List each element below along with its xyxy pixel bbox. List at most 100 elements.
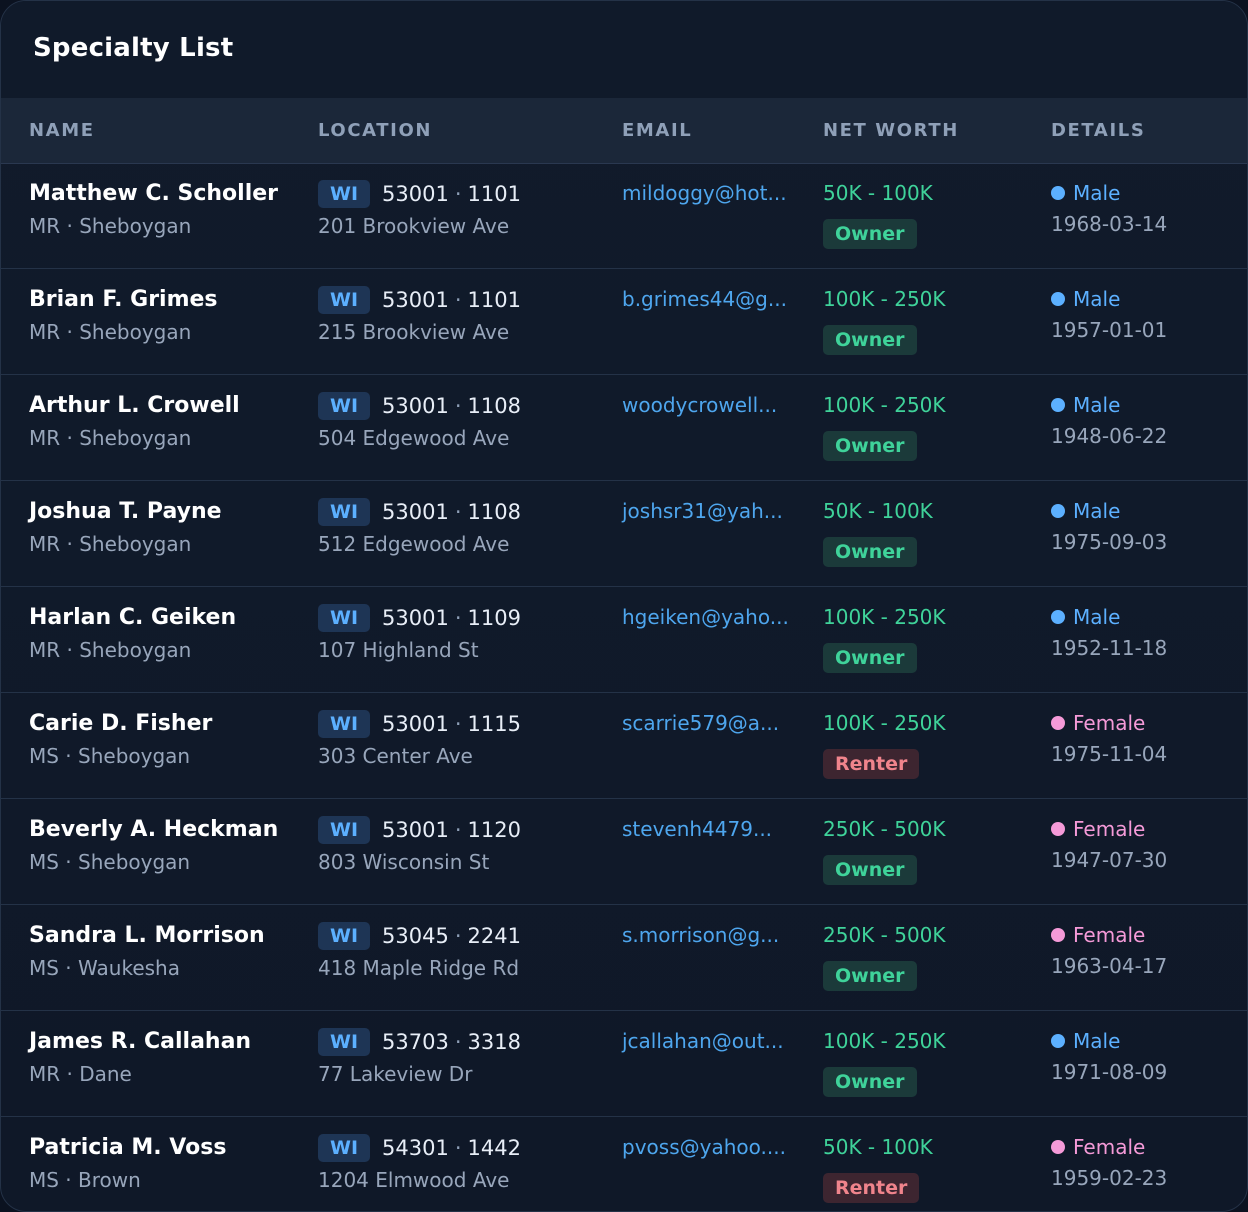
- street-address: 1204 Elmwood Ave: [318, 1168, 510, 1192]
- gender-text: Female: [1073, 1135, 1146, 1159]
- table-row[interactable]: Brian F. Grimes MR · Sheboygan WI 53001 …: [1, 269, 1247, 375]
- column-header-name[interactable]: NAME: [29, 120, 95, 141]
- gender-dot-icon: [1051, 186, 1065, 200]
- column-header-details[interactable]: DETAILS: [1051, 120, 1146, 141]
- tract-code: 2241: [467, 924, 521, 948]
- status-badge: Owner: [823, 219, 917, 249]
- gender-dot-icon: [1051, 928, 1065, 942]
- gender-dot-icon: [1051, 716, 1065, 730]
- tract-code: 1108: [467, 500, 521, 524]
- person-name[interactable]: James R. Callahan: [29, 1029, 252, 1054]
- separator-dot: ·: [454, 606, 462, 630]
- status-badge: Renter: [823, 1173, 920, 1203]
- email-link[interactable]: stevenh4479...: [622, 817, 773, 841]
- zip-code: 53001: [382, 288, 449, 312]
- table-row[interactable]: Arthur L. Crowell MR · Sheboygan WI 5300…: [1, 375, 1247, 481]
- tract-code: 1101: [467, 288, 521, 312]
- separator-dot: ·: [454, 1136, 462, 1160]
- separator-dot: ·: [454, 182, 462, 206]
- table-row[interactable]: Patricia M. Voss MS · Brown WI 54301 · 1…: [1, 1117, 1247, 1211]
- tract-code: 3318: [467, 1030, 521, 1054]
- email-link[interactable]: joshsr31@yah...: [622, 499, 783, 523]
- email-link[interactable]: mildoggy@hot...: [622, 181, 787, 205]
- gender-label: Male: [1051, 181, 1120, 205]
- net-worth-range: 100K - 250K: [823, 393, 946, 417]
- location-line: WI 53001 · 1101: [318, 179, 521, 209]
- zip-code: 53001: [382, 394, 449, 418]
- tract-code: 1101: [467, 182, 521, 206]
- location-line: WI 53001 · 1109: [318, 603, 521, 633]
- state-badge: WI: [318, 1134, 371, 1162]
- status-badge: Owner: [823, 537, 917, 567]
- person-title-county: MS · Sheboygan: [29, 850, 191, 874]
- gender-dot-icon: [1051, 822, 1065, 836]
- column-header-location[interactable]: LOCATION: [318, 120, 433, 141]
- person-name[interactable]: Carie D. Fisher: [29, 711, 213, 736]
- zip-code: 54301: [382, 1136, 449, 1160]
- table-row[interactable]: Beverly A. Heckman MS · Sheboygan WI 530…: [1, 799, 1247, 905]
- date-of-birth: 1947-07-30: [1051, 848, 1168, 872]
- date-of-birth: 1975-11-04: [1051, 742, 1168, 766]
- email-link[interactable]: woodycrowell...: [622, 393, 778, 417]
- table-row[interactable]: Joshua T. Payne MR · Sheboygan WI 53001 …: [1, 481, 1247, 587]
- zip-code: 53045: [382, 924, 449, 948]
- person-name[interactable]: Arthur L. Crowell: [29, 393, 240, 418]
- state-badge: WI: [318, 180, 371, 208]
- gender-label: Male: [1051, 499, 1120, 523]
- gender-dot-icon: [1051, 292, 1065, 306]
- gender-text: Female: [1073, 817, 1146, 841]
- table-row[interactable]: Sandra L. Morrison MS · Waukesha WI 5304…: [1, 905, 1247, 1011]
- email-link[interactable]: s.morrison@g...: [622, 923, 780, 947]
- separator-dot: ·: [454, 924, 462, 948]
- state-badge: WI: [318, 498, 371, 526]
- gender-text: Male: [1073, 181, 1121, 205]
- location-line: WI 53001 · 1120: [318, 815, 521, 845]
- net-worth-range: 100K - 250K: [823, 711, 946, 735]
- net-worth-range: 100K - 250K: [823, 287, 946, 311]
- gender-label: Female: [1051, 711, 1145, 735]
- email-link[interactable]: hgeiken@yaho...: [622, 605, 789, 629]
- gender-text: Male: [1073, 1029, 1121, 1053]
- column-header-net-worth[interactable]: NET WORTH: [823, 120, 959, 141]
- table-body: Matthew C. Scholler MR · Sheboygan WI 53…: [1, 163, 1247, 1211]
- date-of-birth: 1957-01-01: [1051, 318, 1168, 342]
- gender-text: Male: [1073, 605, 1121, 629]
- gender-dot-icon: [1051, 1034, 1065, 1048]
- status-badge: Owner: [823, 961, 917, 991]
- person-name[interactable]: Sandra L. Morrison: [29, 923, 265, 948]
- state-badge: WI: [318, 604, 371, 632]
- person-name[interactable]: Beverly A. Heckman: [29, 817, 279, 842]
- date-of-birth: 1963-04-17: [1051, 954, 1168, 978]
- table-row[interactable]: Harlan C. Geiken MR · Sheboygan WI 53001…: [1, 587, 1247, 693]
- table-row[interactable]: Carie D. Fisher MS · Sheboygan WI 53001 …: [1, 693, 1247, 799]
- gender-label: Male: [1051, 605, 1120, 629]
- column-header-email[interactable]: EMAIL: [622, 120, 693, 141]
- email-link[interactable]: pvoss@yahoo....: [622, 1135, 786, 1159]
- location-line: WI 54301 · 1442: [318, 1133, 521, 1163]
- person-name[interactable]: Joshua T. Payne: [29, 499, 222, 524]
- date-of-birth: 1959-02-23: [1051, 1166, 1168, 1190]
- person-title-county: MR · Sheboygan: [29, 638, 192, 662]
- page-title: Specialty List: [33, 33, 234, 63]
- gender-label: Male: [1051, 1029, 1120, 1053]
- email-link[interactable]: scarrie579@a...: [622, 711, 780, 735]
- table-row[interactable]: Matthew C. Scholler MR · Sheboygan WI 53…: [1, 163, 1247, 269]
- table-row[interactable]: James R. Callahan MR · Dane WI 53703 · 3…: [1, 1011, 1247, 1117]
- person-name[interactable]: Brian F. Grimes: [29, 287, 218, 312]
- email-link[interactable]: jcallahan@out...: [622, 1029, 784, 1053]
- person-name[interactable]: Harlan C. Geiken: [29, 605, 237, 630]
- email-link[interactable]: b.grimes44@g...: [622, 287, 787, 311]
- panel-header: Specialty List: [1, 1, 1247, 98]
- net-worth-range: 250K - 500K: [823, 923, 946, 947]
- tract-code: 1108: [467, 394, 521, 418]
- person-name[interactable]: Matthew C. Scholler: [29, 181, 279, 206]
- person-title-county: MR · Sheboygan: [29, 426, 192, 450]
- gender-dot-icon: [1051, 398, 1065, 412]
- location-line: WI 53001 · 1108: [318, 497, 521, 527]
- net-worth-range: 50K - 100K: [823, 181, 933, 205]
- gender-label: Male: [1051, 287, 1120, 311]
- net-worth-range: 250K - 500K: [823, 817, 946, 841]
- person-name[interactable]: Patricia M. Voss: [29, 1135, 227, 1160]
- location-line: WI 53001 · 1108: [318, 391, 521, 421]
- status-badge: Owner: [823, 1067, 917, 1097]
